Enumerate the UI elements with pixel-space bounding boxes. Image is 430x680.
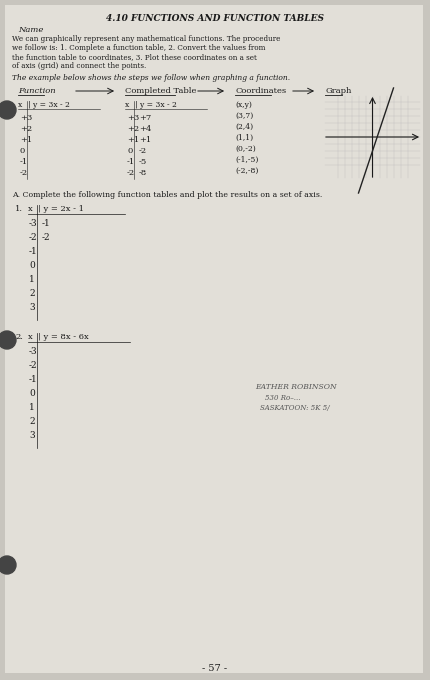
Text: +2: +2: [20, 125, 32, 133]
Text: -2: -2: [139, 147, 147, 155]
Text: +3: +3: [20, 114, 32, 122]
Text: 1.: 1.: [15, 205, 23, 213]
Text: -2: -2: [42, 233, 51, 242]
Text: 0: 0: [29, 261, 35, 270]
Text: Completed Table: Completed Table: [125, 87, 197, 95]
Text: we follow is: 1. Complete a function table, 2. Convert the values from: we follow is: 1. Complete a function tab…: [12, 44, 265, 52]
Text: (x,y): (x,y): [235, 101, 252, 109]
Text: 1: 1: [29, 403, 35, 412]
Text: | y = 3x - 2: | y = 3x - 2: [135, 101, 177, 109]
Text: Function: Function: [18, 87, 55, 95]
Circle shape: [0, 556, 16, 574]
Text: A. Complete the following function tables and plot the results on a set of axis.: A. Complete the following function table…: [12, 191, 322, 199]
Text: (0,-2): (0,-2): [235, 145, 256, 153]
Text: x: x: [125, 101, 129, 109]
Text: -8: -8: [139, 169, 147, 177]
Text: Graph: Graph: [325, 87, 351, 95]
Text: of axis (grid) and connect the points.: of axis (grid) and connect the points.: [12, 62, 146, 70]
Text: 3: 3: [29, 303, 35, 312]
Text: +3: +3: [127, 114, 139, 122]
Text: 2: 2: [29, 417, 35, 426]
Text: | y = 2x - 1: | y = 2x - 1: [38, 205, 84, 213]
Text: +1: +1: [139, 136, 151, 144]
Text: +1: +1: [20, 136, 32, 144]
Text: Name: Name: [18, 26, 43, 34]
Text: -1: -1: [20, 158, 28, 166]
Text: -2: -2: [20, 169, 28, 177]
Text: -3: -3: [29, 219, 38, 228]
Text: 0: 0: [127, 147, 132, 155]
Text: the function table to coordinates, 3. Plot these coordinates on a set: the function table to coordinates, 3. Pl…: [12, 53, 257, 61]
Text: We can graphically represent any mathematical functions. The procedure: We can graphically represent any mathema…: [12, 35, 280, 43]
Text: (2,4): (2,4): [235, 123, 253, 131]
Text: 0: 0: [29, 389, 35, 398]
Text: -1: -1: [127, 158, 135, 166]
Text: +7: +7: [139, 114, 151, 122]
Text: (-2,-8): (-2,-8): [235, 167, 258, 175]
Text: x: x: [28, 205, 33, 213]
Text: x: x: [18, 101, 22, 109]
Text: +2: +2: [127, 125, 139, 133]
Text: -5: -5: [139, 158, 147, 166]
Text: SASKATOON: 5K 5/: SASKATOON: 5K 5/: [260, 404, 330, 412]
Circle shape: [0, 331, 16, 349]
Text: The example below shows the steps we follow when graphing a function.: The example below shows the steps we fol…: [12, 74, 290, 82]
Text: 530 Ro–...: 530 Ro–...: [265, 394, 301, 402]
FancyBboxPatch shape: [5, 5, 423, 673]
Text: | y = 3x - 2: | y = 3x - 2: [28, 101, 70, 109]
Circle shape: [0, 101, 16, 119]
Text: -1: -1: [29, 247, 38, 256]
Text: EATHER ROBINSON: EATHER ROBINSON: [255, 383, 337, 391]
Text: 4.10 FUNCTIONS AND FUNCTION TABLES: 4.10 FUNCTIONS AND FUNCTION TABLES: [106, 14, 324, 23]
Text: (1,1): (1,1): [235, 134, 253, 142]
Text: | y = 8x - 6x: | y = 8x - 6x: [38, 333, 89, 341]
Text: -3: -3: [29, 347, 38, 356]
Text: 2: 2: [29, 289, 35, 298]
Text: 2.: 2.: [15, 333, 23, 341]
Text: -2: -2: [29, 361, 38, 370]
Text: 0: 0: [20, 147, 25, 155]
Text: (3,7): (3,7): [235, 112, 253, 120]
Text: -1: -1: [42, 219, 51, 228]
Text: x: x: [28, 333, 33, 341]
Text: +1: +1: [127, 136, 139, 144]
Text: (-1,-5): (-1,-5): [235, 156, 258, 164]
Text: Coordinates: Coordinates: [235, 87, 286, 95]
Text: -1: -1: [29, 375, 38, 384]
Text: +4: +4: [139, 125, 151, 133]
Text: -2: -2: [127, 169, 135, 177]
Text: 1: 1: [29, 275, 35, 284]
Text: -2: -2: [29, 233, 38, 242]
Text: - 57 -: - 57 -: [203, 664, 227, 673]
Text: 3: 3: [29, 431, 35, 440]
